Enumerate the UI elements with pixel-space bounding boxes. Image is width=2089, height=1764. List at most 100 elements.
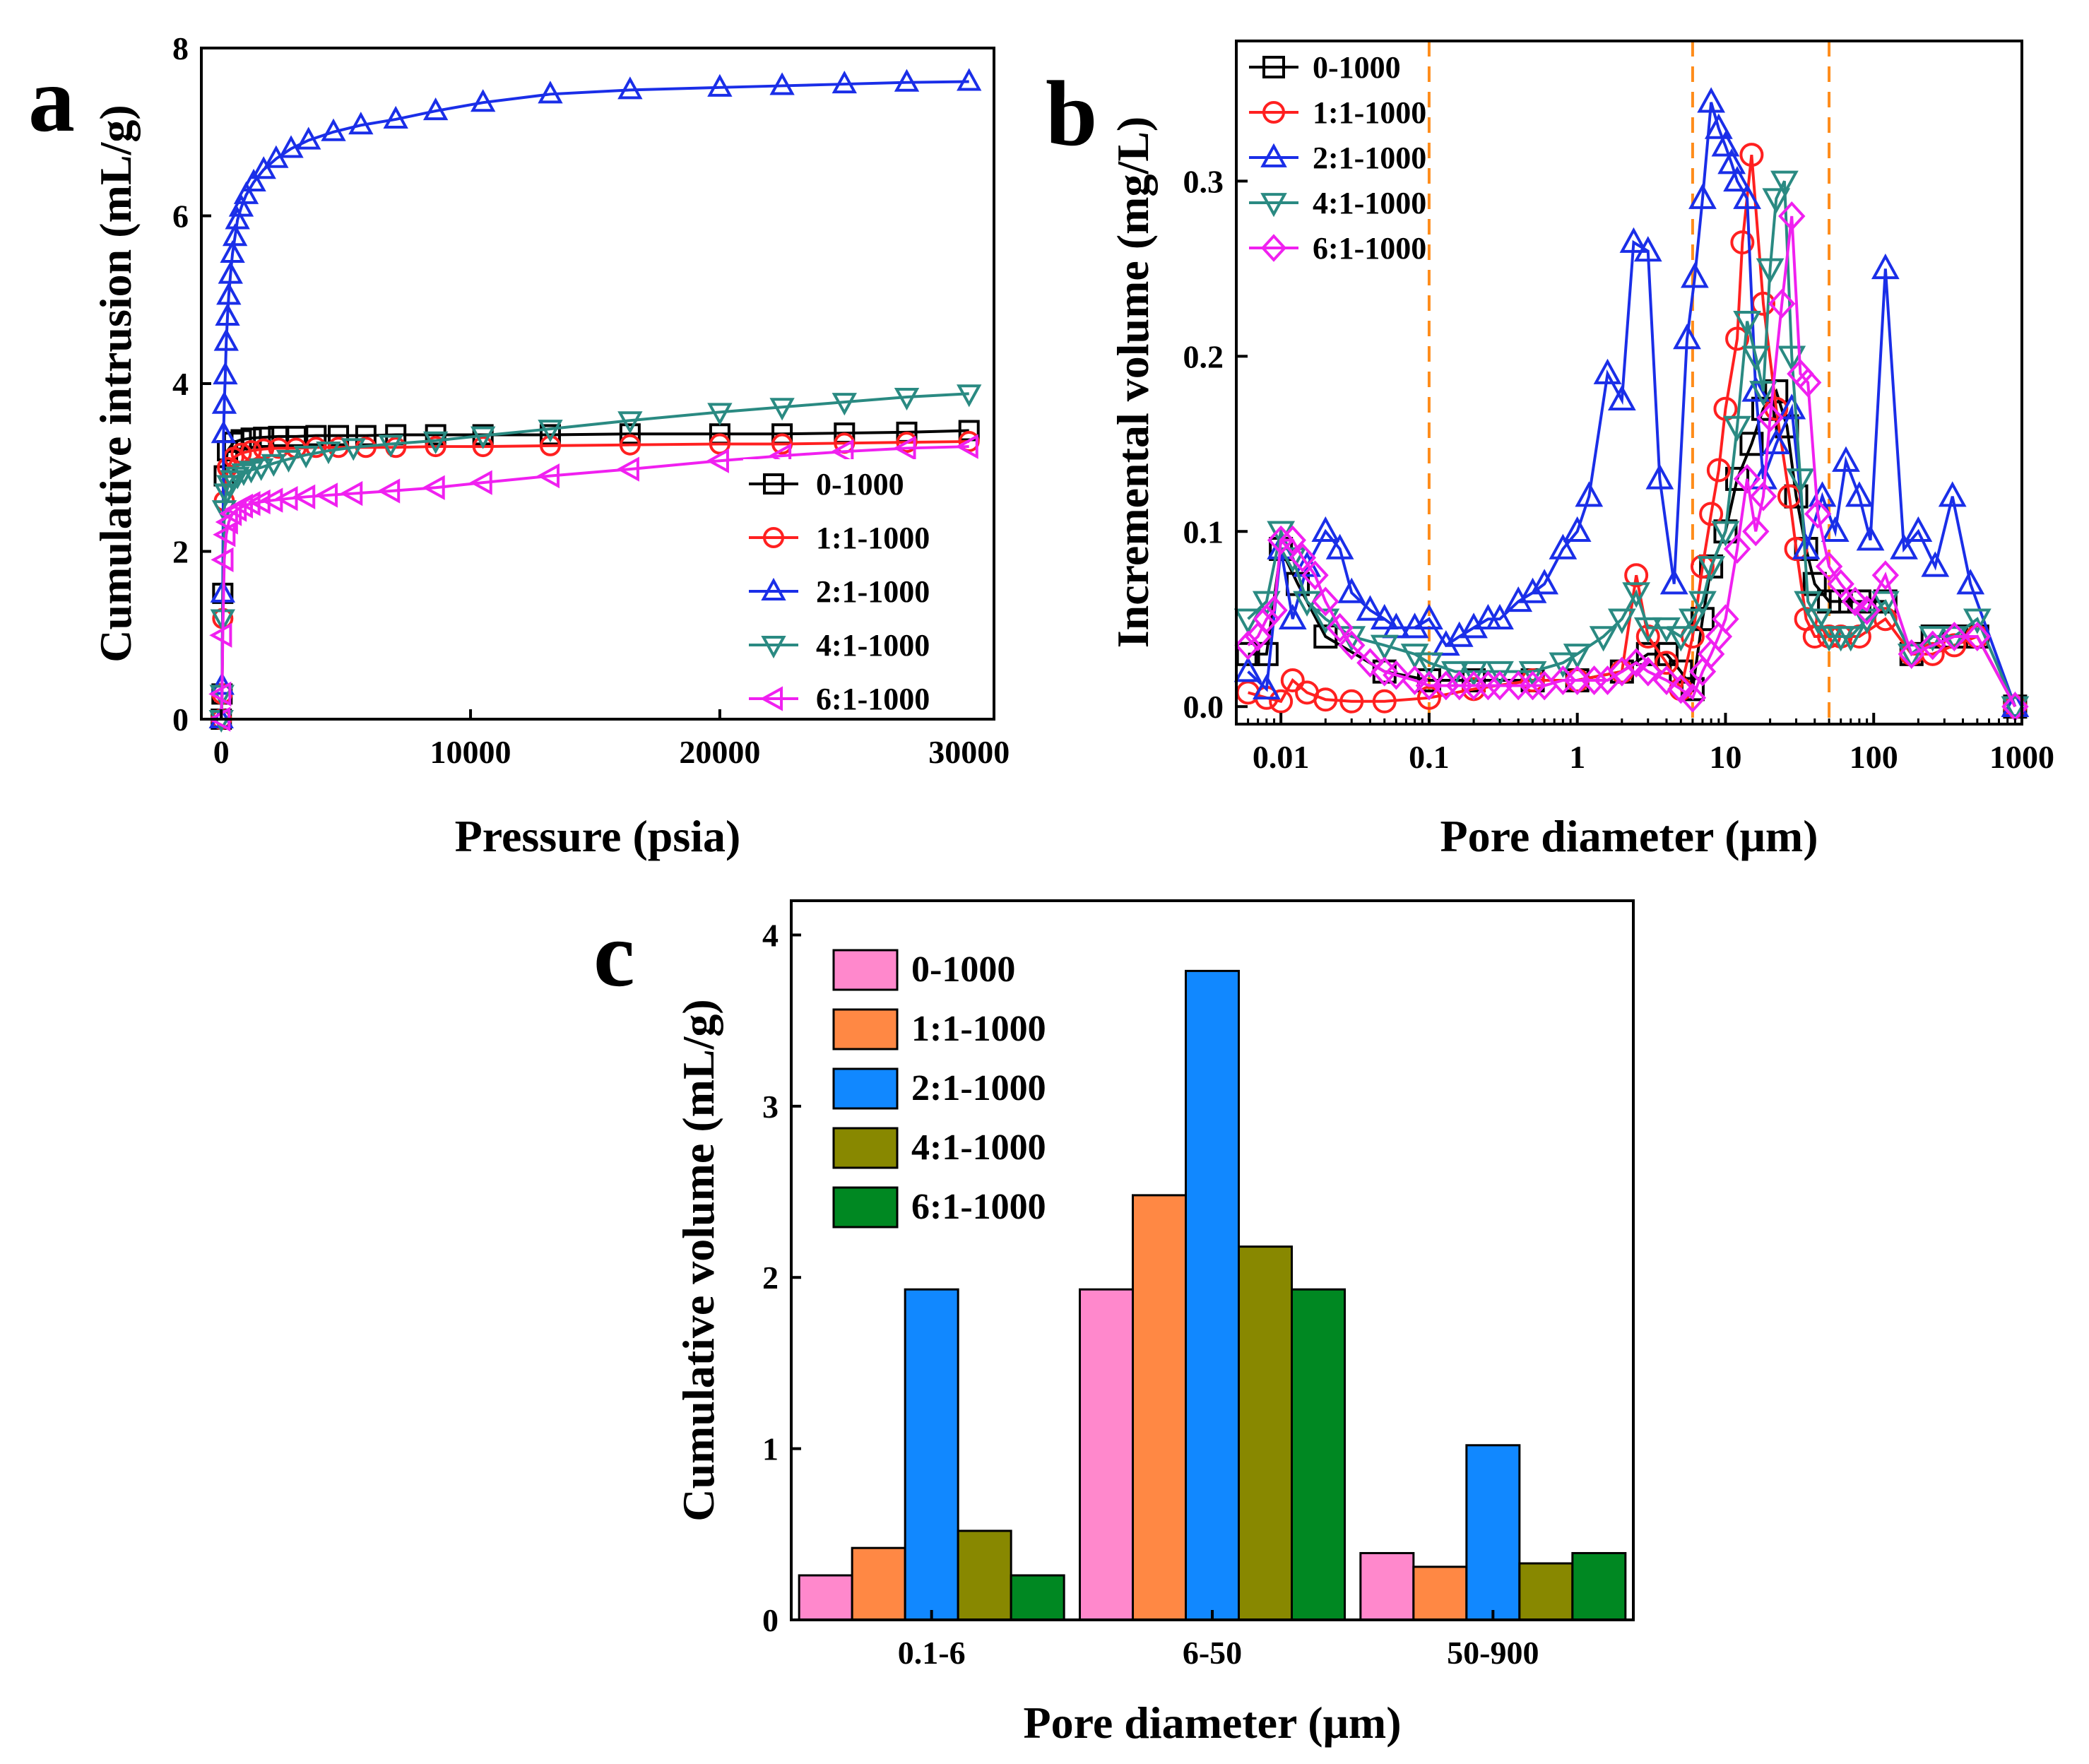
b-point-3-4 <box>1293 591 1321 617</box>
b-point-4-32 <box>1667 674 1695 704</box>
b-point-4-39 <box>1733 463 1761 494</box>
b-point-4-48 <box>1815 551 1843 581</box>
c-bar-0-3 <box>957 1529 1012 1621</box>
b-point-2-27 <box>1633 236 1662 262</box>
b-point-2-0 <box>1233 656 1262 682</box>
b-point-4-50 <box>1841 586 1869 617</box>
b-point-0-7 <box>1462 668 1486 693</box>
b-point-3-41 <box>1871 591 1900 617</box>
a-point-2-18 <box>278 135 304 158</box>
b-point-2-25 <box>1607 384 1636 411</box>
b-point-0-19 <box>1739 432 1764 456</box>
b-point-2-50 <box>1890 533 1918 560</box>
b-point-3-26 <box>1723 415 1751 442</box>
b-point-2-54 <box>1956 569 1985 595</box>
b-point-2-34 <box>1704 113 1733 139</box>
b-point-2-21 <box>1549 533 1578 560</box>
a-point-3-16 <box>378 434 403 458</box>
c-bar-0-1 <box>851 1546 906 1621</box>
a-series-line-2 <box>220 80 969 720</box>
b-legend-label-2: 2:1-1000 <box>1313 141 1426 175</box>
a-point-2-3 <box>211 420 237 444</box>
a-legend-label-1: 1:1-1000 <box>816 521 930 555</box>
b-point-3-20 <box>1652 617 1681 644</box>
b-point-0-1 <box>1254 641 1279 666</box>
b-point-4-46 <box>1794 367 1822 398</box>
a-point-2-7 <box>215 302 240 326</box>
chart-c-xlabel: Pore diameter (μm) <box>1023 1698 1401 1748</box>
chart-b-xlabel: Pore diameter (μm) <box>1440 811 1818 861</box>
b-point-4-26 <box>1580 665 1608 695</box>
b-point-0-25 <box>1802 572 1827 596</box>
c-legend-swatch-0 <box>832 949 899 991</box>
a-point-3-14 <box>316 441 341 465</box>
b-point-4-40 <box>1742 516 1770 547</box>
a-point-2-19 <box>296 126 321 150</box>
b-point-4-53 <box>1898 639 1925 669</box>
a-point-3-18 <box>471 426 496 449</box>
b-xtick-label-4: 100 <box>1850 739 1898 775</box>
a-point-2-24 <box>471 89 496 112</box>
a-ytick-label-2: 4 <box>172 366 189 402</box>
b-legend-marker-2 <box>1260 143 1287 167</box>
chart-a-xlabel: Pressure (psia) <box>455 811 741 861</box>
chart-a-data <box>208 68 982 733</box>
c-ytick-label-2: 2 <box>762 1260 779 1296</box>
c-bar-0-4 <box>1010 1574 1065 1621</box>
c-legend-label-0: 0-1000 <box>911 949 1015 990</box>
b-point-2-15 <box>1460 612 1488 639</box>
a-point-3-4 <box>213 483 239 507</box>
a-point-2-25 <box>538 81 563 104</box>
b-point-2-23 <box>1575 481 1604 507</box>
b-legend-marker-4 <box>1260 234 1287 262</box>
b-point-3-19 <box>1633 617 1662 644</box>
a-point-2-14 <box>233 181 259 204</box>
b-point-3-15 <box>1563 644 1592 670</box>
a-legend-label-4: 6:1-1000 <box>816 682 930 716</box>
b-legend-marker-3 <box>1260 193 1287 218</box>
b-xtick-label-3: 10 <box>1709 739 1741 775</box>
a-legend-label-0: 0-1000 <box>816 467 904 502</box>
a-point-3-12 <box>276 449 302 473</box>
b-point-1-19 <box>1699 502 1724 526</box>
b-point-1-23 <box>1730 230 1755 255</box>
a-point-3-20 <box>617 411 643 434</box>
b-point-2-8 <box>1356 595 1385 621</box>
b-ytick-label-0: 0.0 <box>1183 689 1224 725</box>
a-point-3-13 <box>293 445 319 469</box>
panel-label-c: c <box>593 902 635 1006</box>
a-point-2-23 <box>422 97 449 121</box>
b-point-4-41 <box>1749 481 1777 511</box>
b-point-2-5 <box>1311 516 1340 543</box>
c-bar-2-3 <box>1518 1562 1574 1621</box>
b-point-4-51 <box>1853 595 1881 625</box>
b-point-3-22 <box>1679 608 1707 634</box>
b-point-3-7 <box>1370 634 1399 661</box>
b-point-3-27 <box>1733 310 1761 337</box>
c-legend-swatch-4 <box>832 1186 899 1229</box>
b-point-1-3 <box>1280 668 1305 693</box>
b-point-2-29 <box>1659 569 1688 595</box>
a-point-2-26 <box>617 76 643 100</box>
b-point-3-31 <box>1762 188 1791 214</box>
c-ytick-label-3: 3 <box>762 1089 779 1125</box>
a-point-1-18 <box>619 434 641 456</box>
chart-c-axes: 0.1-6 6-50 50-900 0 1 2 3 4 <box>762 917 1539 1671</box>
a-point-2-11 <box>222 223 248 247</box>
a-ytick-label-3: 6 <box>172 199 189 235</box>
b-legend-label-0: 0-1000 <box>1313 50 1401 85</box>
c-legend-label-1: 1:1-1000 <box>911 1009 1046 1049</box>
b-point-3-28 <box>1741 345 1770 372</box>
chart-b-data <box>1233 87 2030 722</box>
b-point-4-42 <box>1756 403 1784 433</box>
b-legend-marker-1 <box>1262 101 1285 124</box>
b-point-4-3 <box>1260 595 1288 625</box>
b-ytick-label-3: 0.3 <box>1183 163 1224 199</box>
a-point-1-16 <box>472 436 494 458</box>
b-point-2-13 <box>1431 630 1460 656</box>
a-point-2-8 <box>216 282 242 305</box>
b-point-2-48 <box>1856 525 1885 551</box>
a-point-0-7 <box>240 427 262 449</box>
b-point-1-20 <box>1706 458 1731 483</box>
